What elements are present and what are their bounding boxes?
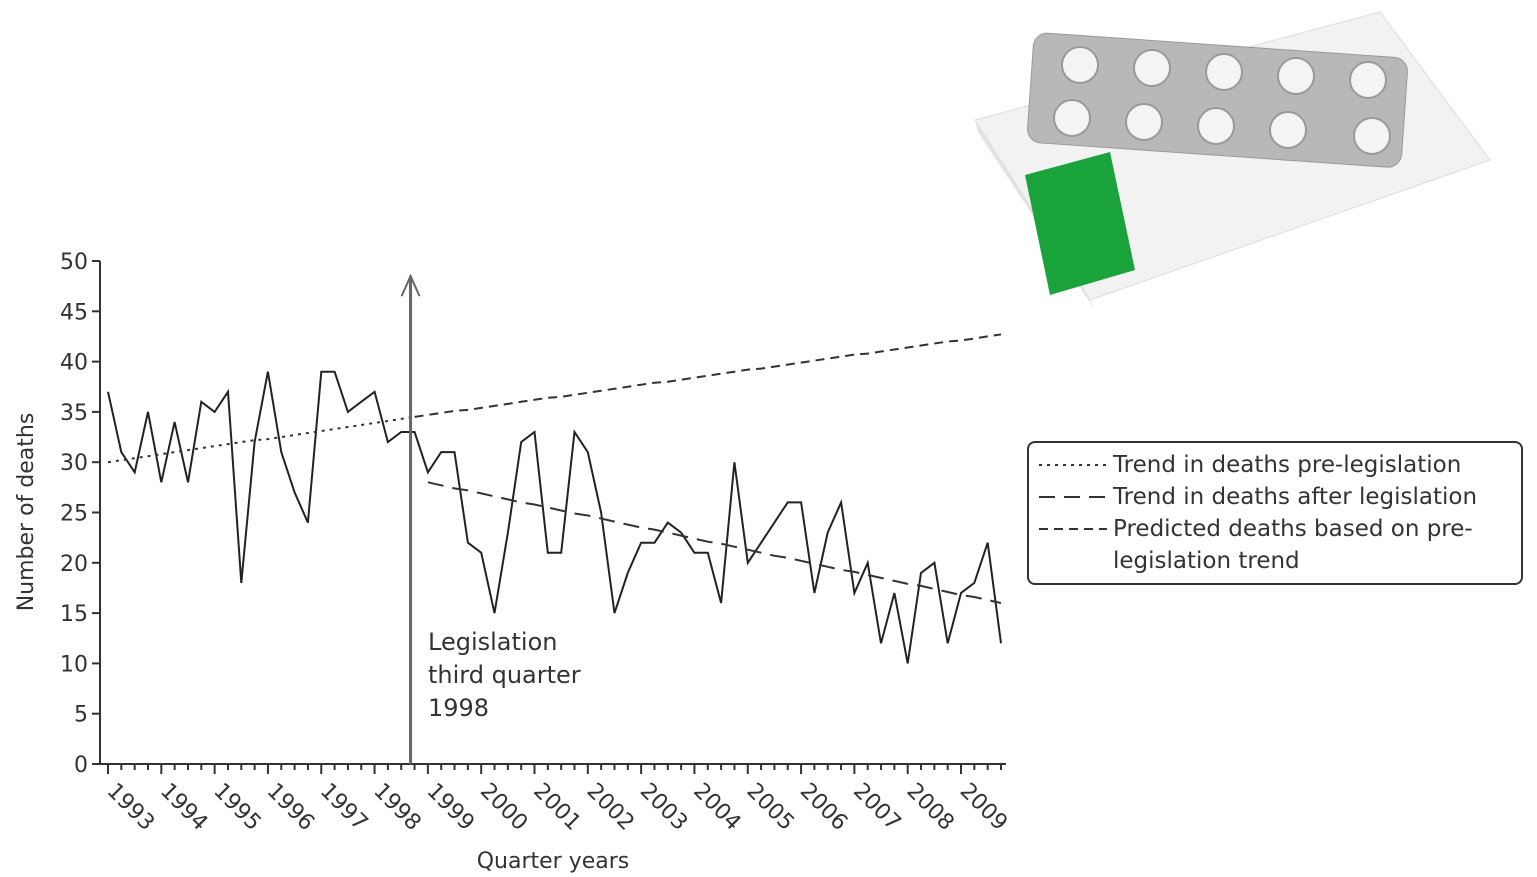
x-tick-label: 1996 — [262, 779, 319, 836]
series-line — [414, 333, 1002, 418]
y-tick-label: 50 — [60, 250, 88, 275]
x-tick-label: 2000 — [475, 779, 532, 836]
x-tick-label: 2001 — [528, 779, 585, 836]
annotation-text: 1998 — [428, 694, 489, 722]
y-tick-label: 25 — [60, 502, 88, 527]
annotation-text: Legislation — [428, 628, 557, 656]
y-tick-label: 5 — [74, 703, 88, 728]
series-line — [107, 370, 1002, 664]
x-tick-label: 1993 — [102, 779, 159, 836]
x-tick-label: 1998 — [368, 779, 425, 836]
y-tick-label: 0 — [74, 753, 88, 778]
legend-entry: Trend in deaths after legislation — [1037, 481, 1513, 513]
x-tick-label: 2003 — [635, 779, 692, 836]
x-tick-label: 2002 — [582, 779, 639, 836]
y-tick-label: 20 — [60, 552, 88, 577]
x-tick-label: 2006 — [795, 779, 852, 836]
x-tick-label: 1997 — [315, 779, 372, 836]
series-line — [107, 415, 415, 464]
legend-entry: Trend in deaths pre-legislation — [1037, 449, 1513, 481]
legend-swatch — [1039, 528, 1107, 530]
y-tick-label: 35 — [60, 401, 88, 426]
y-tick-label: 10 — [60, 652, 88, 677]
x-tick-label: 2008 — [901, 779, 958, 836]
x-tick-label: 2009 — [955, 779, 1012, 836]
legend-entry: Predicted deaths based on pre-legislatio… — [1037, 513, 1513, 577]
legend: Trend in deaths pre-legislation Trend in … — [1027, 441, 1523, 585]
y-tick-label: 40 — [60, 351, 88, 376]
annotation-arrowhead — [400, 273, 421, 297]
legend-label: Predicted deaths based on pre-legislatio… — [1113, 516, 1473, 574]
x-tick-label: 2004 — [688, 779, 745, 836]
x-tick-label: 1999 — [422, 779, 479, 836]
x-tick-label: 1995 — [208, 779, 265, 836]
x-tick-label: 2007 — [848, 779, 905, 836]
legend-label: Trend in deaths after legislation — [1113, 484, 1478, 510]
x-tick-label: 2005 — [742, 779, 799, 836]
y-tick-label: 15 — [60, 602, 88, 627]
y-axis-title: Number of deaths — [14, 413, 39, 612]
y-tick-label: 30 — [60, 451, 88, 476]
legend-swatch — [1039, 496, 1107, 498]
series-line — [427, 481, 1002, 604]
y-tick-label: 45 — [60, 300, 88, 325]
pill-illustration — [974, 11, 1491, 310]
annotation-text: third quarter — [428, 661, 581, 689]
x-tick-label: 1994 — [155, 779, 212, 836]
legend-label: Trend in deaths pre-legislation — [1113, 452, 1462, 478]
x-axis-title: Quarter years — [477, 849, 630, 874]
legend-swatch — [1039, 464, 1107, 466]
